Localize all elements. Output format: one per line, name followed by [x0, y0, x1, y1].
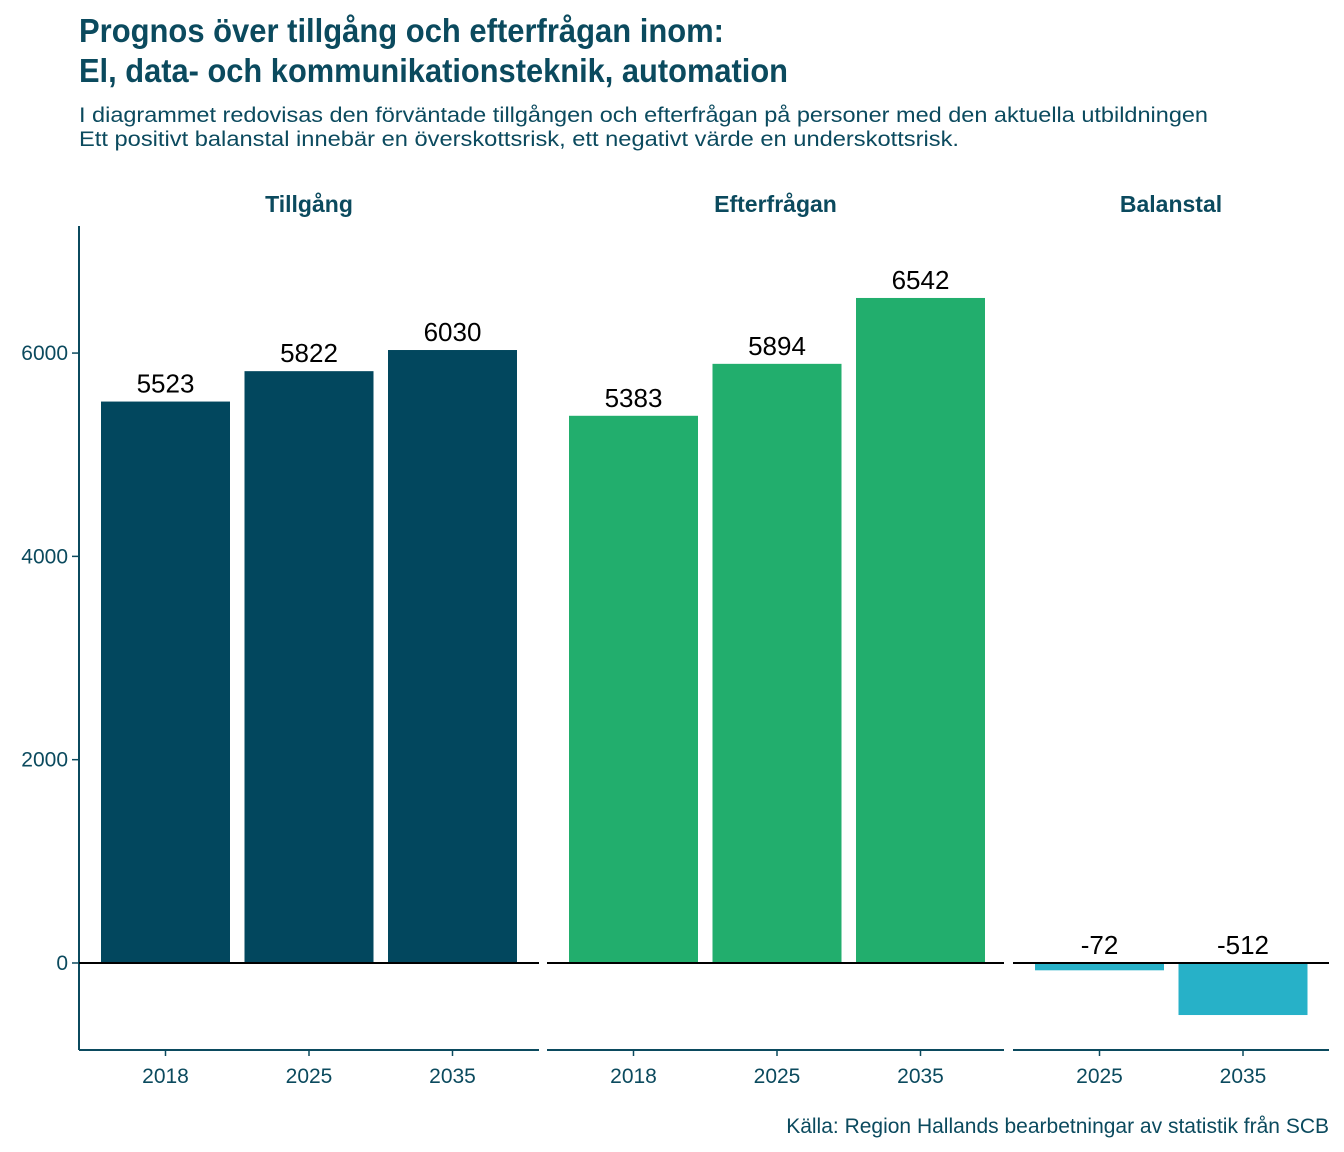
bar-efterfrågan-2018 [569, 415, 698, 963]
x-tick-label: 2025 [1076, 1065, 1123, 1088]
data-label: 5383 [605, 383, 663, 413]
panel-strip-label: Efterfrågan [714, 191, 837, 217]
bar-tillgång-2025 [244, 371, 374, 963]
y-tick-label: 6000 [21, 342, 68, 365]
bar-tillgång-2018 [101, 401, 230, 963]
bar-tillgång-2035 [388, 350, 517, 963]
bar-balanstal-2035 [1178, 962, 1308, 1016]
x-tick-label: 2025 [754, 1065, 801, 1088]
y-tick-label: 0 [56, 952, 68, 975]
data-label: -512 [1217, 930, 1269, 960]
y-tick-label: 4000 [21, 545, 68, 568]
chart-title-line-1: Prognos över tillgång och efterfrågan in… [79, 12, 724, 49]
x-tick-label: 2018 [610, 1065, 657, 1088]
x-tick-label: 2018 [142, 1065, 189, 1088]
data-label: 5894 [748, 331, 806, 361]
panel-strip-label: Balanstal [1120, 191, 1222, 217]
plot-area: 0 2000 4000 6000 Tillgång 5523 2018 5822 2025 603… [21, 191, 1329, 1088]
chart-caption: Källa: Region Hallands bearbetningar av … [786, 1115, 1329, 1138]
bar-efterfrågan-2025 [712, 363, 842, 963]
data-label: 6542 [892, 265, 950, 295]
data-label: 6030 [424, 317, 482, 347]
data-label: 5822 [280, 338, 338, 368]
bar-balanstal-2025 [1035, 962, 1164, 971]
data-label: -72 [1081, 930, 1119, 960]
x-tick-label: 2035 [429, 1065, 476, 1088]
chart-subtitle-line-1: I diagrammet redovisas den förväntade ti… [79, 104, 1208, 127]
chart-subtitle-line-2: Ett positivt balanstal innebär en översk… [79, 128, 959, 151]
x-tick-label: 2025 [286, 1065, 333, 1088]
bar-efterfrågan-2035 [856, 297, 985, 963]
panel-strip-label: Tillgång [265, 191, 353, 217]
x-tick-label: 2035 [1220, 1065, 1267, 1088]
data-label: 5523 [137, 369, 195, 399]
y-tick-label: 2000 [21, 749, 68, 772]
chart-title-line-2: El, data- och kommunikationsteknik, auto… [79, 52, 788, 89]
x-tick-label: 2035 [897, 1065, 944, 1088]
